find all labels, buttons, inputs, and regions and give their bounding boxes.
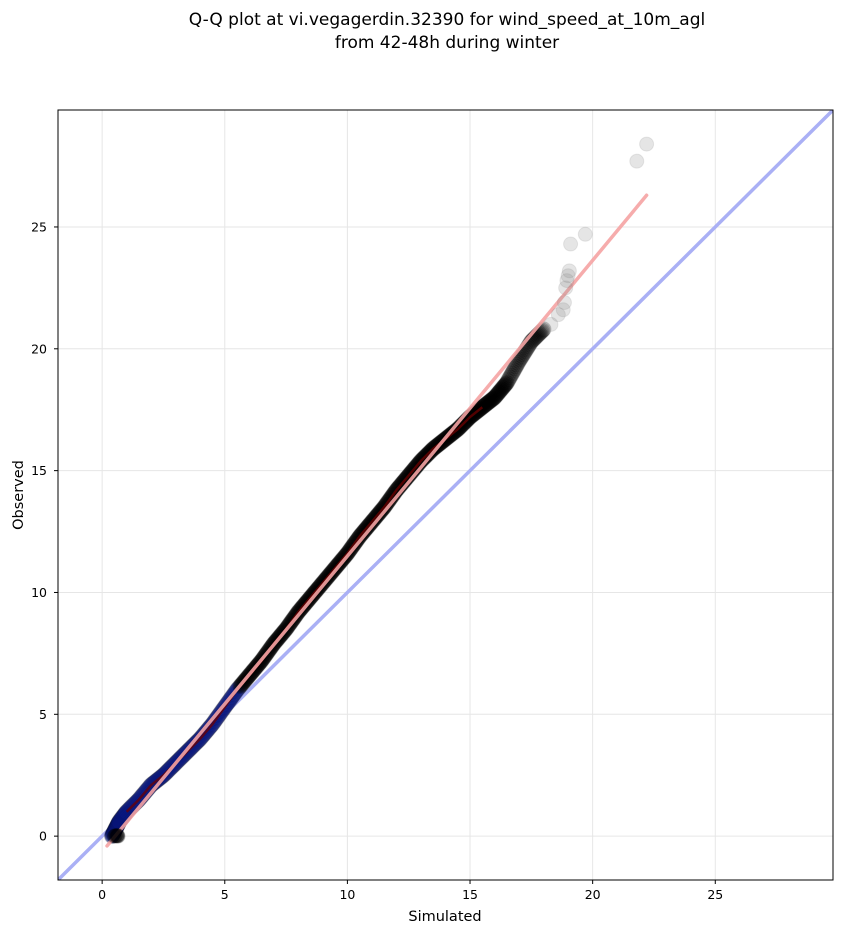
quantile-point-2 (104, 826, 121, 843)
quantile-point-400 (490, 384, 507, 401)
low-point-3 (109, 827, 125, 843)
chart-title-line2: from 42-48h during winter (335, 33, 559, 53)
x-tick-label-5: 25 (707, 887, 723, 902)
quantile-point-416 (506, 360, 523, 377)
quantile-point-395 (485, 390, 502, 407)
y-ticks: 0 5 10 15 20 25 (31, 219, 58, 844)
quantile-point-396 (486, 389, 503, 406)
low-point-1 (108, 828, 124, 844)
scatter-points (106, 136, 655, 844)
quantile-point-394 (484, 391, 501, 408)
quantile-point-391 (481, 393, 498, 410)
x-tick-label-0: 0 (98, 887, 106, 902)
quantile-point-420 (511, 352, 528, 369)
y-tick-label-1: 5 (39, 707, 47, 722)
low-point-2 (109, 828, 125, 844)
quantile-point-408 (498, 374, 515, 391)
quantile-point-411 (501, 369, 518, 386)
tail-point-8 (563, 236, 579, 252)
grid (58, 110, 833, 880)
tail-point-0 (543, 316, 559, 332)
quantile-point-0 (103, 828, 120, 845)
x-tick-label-4: 20 (585, 887, 601, 902)
fit-line (105, 193, 649, 848)
quantile-point-398 (488, 387, 505, 404)
quantile-point-404 (494, 379, 511, 396)
tail-point-1 (550, 307, 566, 323)
quantile-point-399 (489, 385, 506, 402)
tail-point-7 (561, 263, 577, 279)
y-tick-label-3: 15 (31, 463, 47, 478)
x-axis-label: Simulated (408, 909, 481, 925)
x-tick-label-3: 15 (462, 887, 478, 902)
low-point-4 (110, 828, 126, 844)
quantile-point-415 (505, 362, 522, 379)
tail-point-6 (560, 268, 576, 284)
y-tick-label-0: 0 (39, 829, 47, 844)
x-tick-label-2: 10 (339, 887, 355, 902)
quantile-point-1 (104, 827, 121, 844)
quantile-point-403 (493, 381, 510, 398)
quantile-point-389 (479, 395, 496, 412)
quantile-point-410 (500, 371, 517, 388)
quantile-point-418 (509, 356, 526, 373)
tail-point-2 (555, 302, 571, 318)
x-tick-label-1: 5 (221, 887, 229, 902)
y-tick-label-4: 20 (31, 341, 47, 356)
tail-point-3 (556, 295, 572, 310)
quantile-point-390 (480, 394, 497, 411)
tail-point-5 (559, 273, 575, 289)
quantile-point-413 (503, 365, 520, 382)
quantile-point-393 (483, 391, 500, 408)
tail-point-4 (558, 280, 574, 296)
tail-point-10 (629, 153, 645, 169)
quantile-curve (103, 321, 552, 845)
quantile-point-419 (510, 354, 527, 371)
y-tick-label-5: 25 (31, 219, 47, 234)
quantile-point-397 (487, 388, 504, 405)
quantile-point-392 (482, 392, 499, 409)
x-ticks: 0 5 10 15 20 25 (98, 880, 723, 902)
quantile-point-414 (504, 363, 521, 380)
quantile-point-405 (495, 378, 512, 395)
tail-point-11 (639, 136, 655, 152)
quantile-point-417 (508, 358, 525, 375)
quantile-point-401 (491, 383, 508, 400)
quantile-point-409 (499, 373, 516, 390)
quantile-point-412 (502, 367, 519, 384)
low-point-0 (106, 828, 122, 844)
chart-title-line1: Q-Q plot at vi.vegagerdin.32390 for wind… (189, 10, 705, 30)
y-tick-label-2: 10 (31, 585, 47, 600)
quantile-point-407 (497, 376, 514, 393)
plot-frame (57, 109, 834, 881)
tail-point-9 (577, 226, 593, 242)
quantile-point-406 (496, 377, 513, 394)
quantile-point-3 (104, 826, 121, 843)
quantile-point-402 (492, 382, 509, 399)
y-axis-label: Observed (11, 460, 27, 530)
